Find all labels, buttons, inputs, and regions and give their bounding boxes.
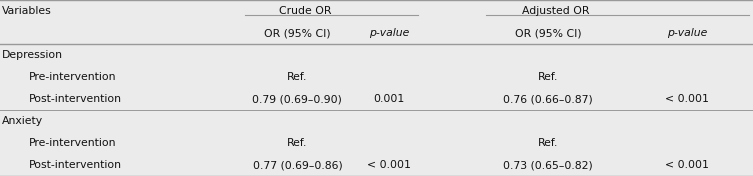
Text: OR (95% CI): OR (95% CI) xyxy=(515,28,581,38)
Text: 0.73 (0.65–0.82): 0.73 (0.65–0.82) xyxy=(503,160,593,170)
Text: < 0.001: < 0.001 xyxy=(367,160,411,170)
Text: OR (95% CI): OR (95% CI) xyxy=(264,28,331,38)
Text: Crude OR: Crude OR xyxy=(279,6,331,16)
Text: Pre-intervention: Pre-intervention xyxy=(29,138,116,148)
Text: Anxiety: Anxiety xyxy=(2,116,44,126)
Text: 0.77 (0.69–0.86): 0.77 (0.69–0.86) xyxy=(252,160,343,170)
Text: < 0.001: < 0.001 xyxy=(665,160,709,170)
Text: Post-intervention: Post-intervention xyxy=(29,160,122,170)
Text: 0.79 (0.69–0.90): 0.79 (0.69–0.90) xyxy=(252,94,343,104)
Text: Variables: Variables xyxy=(2,6,52,16)
Text: 0.76 (0.66–0.87): 0.76 (0.66–0.87) xyxy=(503,94,593,104)
Text: Post-intervention: Post-intervention xyxy=(29,94,122,104)
Text: < 0.001: < 0.001 xyxy=(665,94,709,104)
Text: Ref.: Ref. xyxy=(287,138,308,148)
Text: Ref.: Ref. xyxy=(287,72,308,82)
Text: Ref.: Ref. xyxy=(538,138,559,148)
Text: Depression: Depression xyxy=(2,50,63,60)
Text: 0.001: 0.001 xyxy=(373,94,405,104)
Text: Pre-intervention: Pre-intervention xyxy=(29,72,116,82)
Text: p-value: p-value xyxy=(369,28,410,38)
Text: Ref.: Ref. xyxy=(538,72,559,82)
Text: p-value: p-value xyxy=(666,28,707,38)
Text: Adjusted OR: Adjusted OR xyxy=(522,6,590,16)
